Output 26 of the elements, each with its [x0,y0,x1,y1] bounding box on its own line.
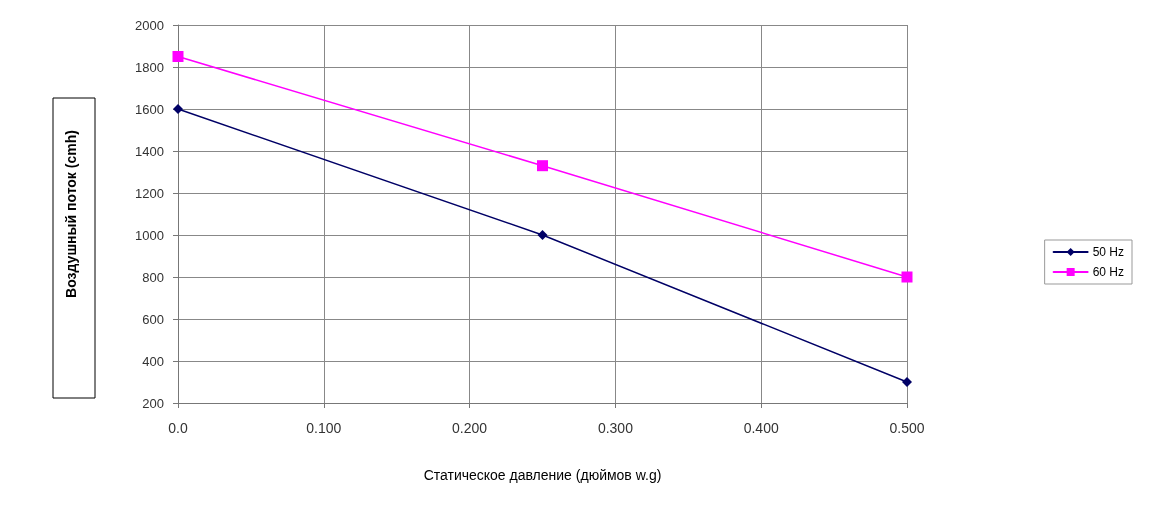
y-tick-label: 1800 [135,59,164,75]
x-tick-label: 0.100 [306,420,342,436]
y-tick-label: 800 [142,269,164,285]
x-tick-label: 0.200 [452,420,488,436]
point [901,271,913,283]
point [537,160,548,172]
y-tick-label: 1600 [135,101,164,117]
x-tick-label: 0.400 [743,420,779,436]
x-tick-label: 0.0 [168,420,188,436]
y-tick-label: 400 [142,353,164,369]
y-tick-label: 200 [142,395,164,411]
y-tick-label: 2000 [135,17,164,33]
y-tick-label: 1000 [135,227,164,243]
y-tick-label: 1400 [135,143,164,159]
point [902,377,912,387]
point [537,230,548,240]
x-tick-label: 0.500 [889,420,925,436]
y-tick-label: 600 [142,311,164,327]
legend-label: 60 Hz [1092,265,1125,279]
y-axis-title: Воздушный поток (cmh) [63,130,79,298]
x-tick-label: 0.300 [597,420,634,436]
y-tick-label: 1200 [135,185,164,201]
x-axis-title: Статическое давление (дюймов w.g) [423,467,662,483]
legend-label: 50 Hz [1092,245,1125,259]
point [172,51,184,62]
point [173,104,183,114]
